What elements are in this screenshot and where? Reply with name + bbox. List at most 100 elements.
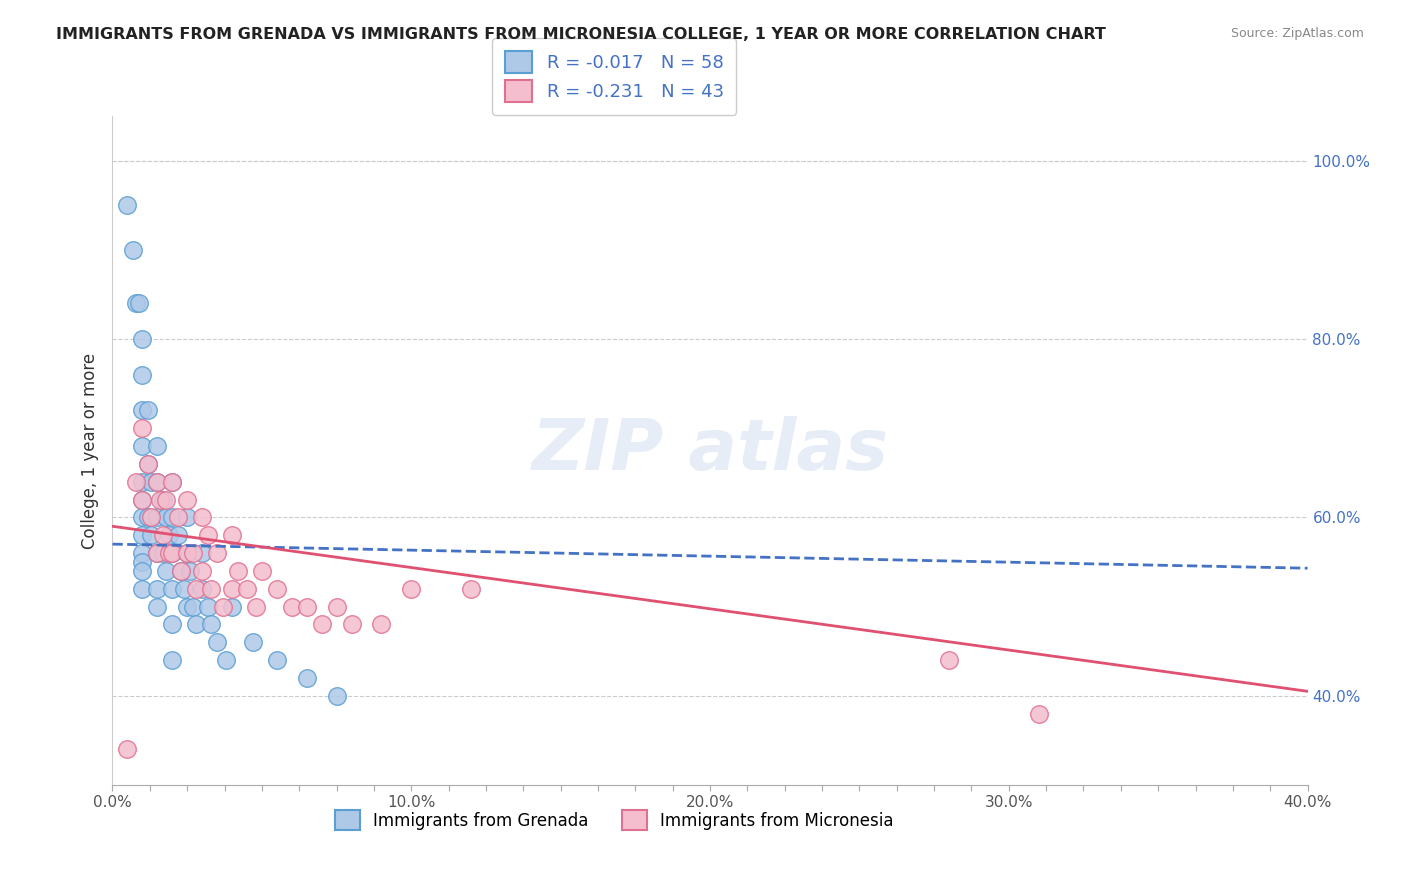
- Point: [162, 475, 183, 489]
- Point: [176, 510, 198, 524]
- Point: [155, 564, 177, 578]
- Point: [131, 492, 153, 507]
- Point: [197, 599, 219, 614]
- Point: [170, 564, 193, 578]
- Point: [176, 599, 198, 614]
- Point: [125, 475, 148, 489]
- Point: [205, 635, 228, 649]
- Point: [157, 546, 180, 560]
- Point: [146, 475, 169, 489]
- Point: [131, 368, 153, 382]
- Point: [146, 599, 169, 614]
- Point: [176, 546, 198, 560]
- Point: [266, 653, 288, 667]
- Point: [221, 528, 243, 542]
- Point: [167, 528, 190, 542]
- Point: [152, 492, 174, 507]
- Point: [200, 617, 222, 632]
- Point: [162, 617, 183, 632]
- Point: [117, 198, 139, 212]
- Point: [186, 617, 208, 632]
- Point: [191, 510, 214, 524]
- Point: [191, 582, 214, 596]
- Point: [242, 635, 264, 649]
- Point: [138, 457, 160, 471]
- Point: [938, 653, 960, 667]
- Point: [167, 510, 190, 524]
- Point: [157, 528, 180, 542]
- Point: [141, 528, 163, 542]
- Y-axis label: College, 1 year or more: College, 1 year or more: [80, 352, 98, 549]
- Point: [131, 582, 153, 596]
- Point: [149, 492, 172, 507]
- Point: [295, 671, 318, 685]
- Point: [245, 599, 267, 614]
- Point: [131, 564, 153, 578]
- Point: [146, 475, 169, 489]
- Text: ZIP atlas: ZIP atlas: [531, 416, 889, 485]
- Point: [146, 510, 169, 524]
- Point: [370, 617, 392, 632]
- Point: [138, 403, 160, 417]
- Point: [162, 546, 183, 560]
- Point: [138, 457, 160, 471]
- Point: [295, 599, 318, 614]
- Point: [266, 582, 288, 596]
- Point: [128, 296, 150, 310]
- Point: [162, 475, 183, 489]
- Point: [146, 546, 169, 560]
- Point: [226, 564, 249, 578]
- Point: [152, 528, 174, 542]
- Text: IMMIGRANTS FROM GRENADA VS IMMIGRANTS FROM MICRONESIA COLLEGE, 1 YEAR OR MORE CO: IMMIGRANTS FROM GRENADA VS IMMIGRANTS FR…: [56, 27, 1107, 42]
- Point: [221, 599, 243, 614]
- Point: [162, 510, 183, 524]
- Point: [117, 742, 139, 756]
- Point: [215, 653, 238, 667]
- Point: [205, 546, 228, 560]
- Point: [236, 582, 259, 596]
- Point: [179, 564, 201, 578]
- Point: [131, 332, 153, 346]
- Point: [131, 510, 153, 524]
- Point: [181, 599, 204, 614]
- Point: [281, 599, 304, 614]
- Point: [340, 617, 363, 632]
- Point: [197, 528, 219, 542]
- Point: [176, 492, 198, 507]
- Point: [122, 243, 145, 257]
- Point: [250, 564, 273, 578]
- Legend: Immigrants from Grenada, Immigrants from Micronesia: Immigrants from Grenada, Immigrants from…: [322, 797, 907, 844]
- Point: [146, 546, 169, 560]
- Text: Source: ZipAtlas.com: Source: ZipAtlas.com: [1230, 27, 1364, 40]
- Point: [141, 475, 163, 489]
- Point: [170, 564, 193, 578]
- Point: [212, 599, 235, 614]
- Point: [401, 582, 423, 596]
- Point: [191, 546, 214, 560]
- Point: [131, 555, 153, 569]
- Point: [311, 617, 333, 632]
- Point: [155, 510, 177, 524]
- Point: [1028, 706, 1050, 721]
- Point: [325, 599, 347, 614]
- Point: [460, 582, 482, 596]
- Point: [221, 582, 243, 596]
- Point: [141, 510, 163, 524]
- Point: [162, 582, 183, 596]
- Point: [125, 296, 148, 310]
- Point: [138, 510, 160, 524]
- Point: [173, 582, 195, 596]
- Point: [176, 546, 198, 560]
- Point: [191, 564, 214, 578]
- Point: [131, 439, 153, 453]
- Point: [131, 475, 153, 489]
- Point: [131, 528, 153, 542]
- Point: [152, 546, 174, 560]
- Point: [200, 582, 222, 596]
- Point: [155, 492, 177, 507]
- Point: [131, 403, 153, 417]
- Point: [181, 546, 204, 560]
- Point: [146, 439, 169, 453]
- Point: [162, 653, 183, 667]
- Point: [162, 546, 183, 560]
